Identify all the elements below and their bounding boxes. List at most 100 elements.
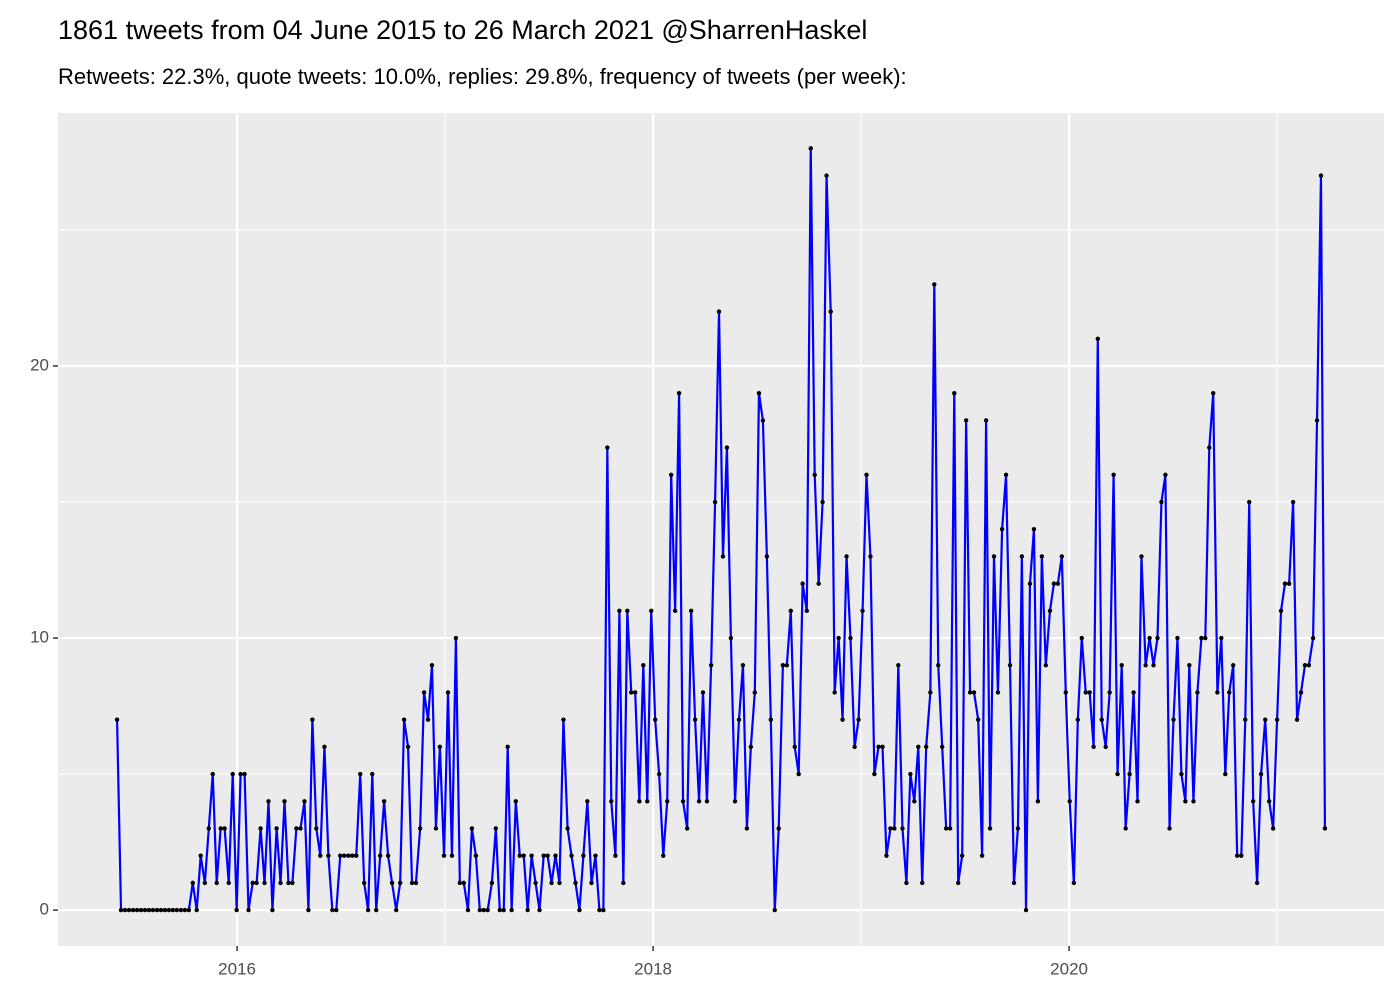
data-point	[1059, 554, 1065, 559]
y-tick-label: 20	[30, 355, 49, 374]
data-point	[732, 799, 738, 804]
data-point	[202, 880, 208, 886]
data-point	[170, 907, 176, 913]
data-point	[975, 717, 981, 722]
data-point	[1286, 581, 1292, 586]
data-point	[971, 690, 977, 695]
data-point	[501, 907, 506, 913]
data-line	[115, 147, 1327, 912]
data-point	[808, 146, 813, 151]
data-point	[1015, 826, 1021, 831]
data-point	[473, 853, 479, 858]
data-point	[441, 853, 447, 858]
data-point	[892, 826, 897, 831]
data-point	[772, 907, 777, 913]
data-point	[820, 499, 825, 505]
data-point	[166, 907, 172, 913]
data-point	[286, 880, 291, 886]
data-point	[920, 880, 925, 886]
data-point	[1051, 581, 1057, 586]
data-point	[828, 309, 833, 314]
data-point	[433, 826, 439, 831]
data-point	[298, 826, 303, 831]
data-point	[262, 880, 267, 886]
data-point	[525, 907, 530, 913]
data-point	[672, 608, 678, 614]
data-point	[792, 744, 797, 750]
data-point	[601, 907, 606, 913]
data-point	[497, 907, 502, 913]
data-point	[230, 771, 235, 777]
data-point	[114, 717, 120, 722]
data-point	[967, 690, 973, 695]
data-point	[832, 690, 837, 695]
data-point	[991, 554, 997, 559]
data-point	[1254, 880, 1260, 886]
data-point	[760, 418, 766, 423]
data-point	[346, 853, 351, 858]
data-point	[577, 907, 582, 913]
data-point	[1231, 663, 1236, 668]
data-point	[1143, 663, 1148, 668]
data-point	[469, 826, 475, 831]
data-point	[150, 907, 156, 913]
data-point	[1239, 853, 1244, 858]
data-point	[250, 880, 255, 886]
data-point	[302, 799, 307, 804]
data-point	[987, 826, 993, 831]
data-point	[1107, 690, 1112, 695]
data-point	[1290, 499, 1296, 505]
data-point	[529, 853, 534, 858]
data-point	[557, 880, 562, 886]
data-point	[377, 853, 383, 858]
data-point	[872, 771, 877, 777]
data-point	[222, 826, 227, 831]
data-point	[569, 853, 574, 858]
data-point	[1035, 799, 1041, 804]
data-point	[1019, 554, 1025, 559]
data-point	[214, 880, 219, 886]
data-point	[1163, 472, 1168, 478]
data-point	[370, 771, 375, 777]
data-point	[1278, 608, 1284, 614]
data-point	[589, 880, 594, 886]
data-point	[1135, 799, 1140, 804]
data-point	[445, 690, 451, 695]
data-point	[330, 907, 335, 913]
data-point	[724, 445, 730, 450]
data-point	[1274, 717, 1280, 722]
data-point	[1159, 499, 1164, 505]
data-point	[278, 880, 283, 886]
data-point	[130, 907, 136, 913]
data-point	[318, 853, 323, 858]
data-point	[246, 907, 251, 913]
data-point	[923, 744, 929, 750]
data-point	[389, 880, 395, 886]
data-point	[421, 690, 427, 695]
data-point	[685, 826, 690, 831]
data-point	[1234, 853, 1240, 858]
data-point	[940, 744, 945, 750]
data-point	[720, 554, 726, 559]
data-point	[625, 608, 630, 614]
data-point	[844, 554, 849, 559]
data-point	[417, 826, 423, 831]
data-point	[1099, 717, 1104, 722]
data-point	[1119, 663, 1124, 668]
data-point	[186, 907, 192, 913]
data-point	[956, 880, 961, 886]
data-point	[868, 554, 873, 559]
data-point	[824, 173, 829, 178]
data-point	[613, 853, 618, 858]
data-point	[904, 880, 909, 886]
data-point	[429, 663, 435, 668]
data-point	[1223, 771, 1228, 777]
data-point	[1155, 635, 1160, 641]
data-point	[776, 826, 781, 831]
data-point	[692, 717, 698, 722]
data-point	[696, 799, 702, 804]
data-point	[637, 799, 642, 804]
data-point	[1127, 771, 1132, 777]
data-point	[581, 853, 586, 858]
data-point	[1067, 799, 1072, 804]
